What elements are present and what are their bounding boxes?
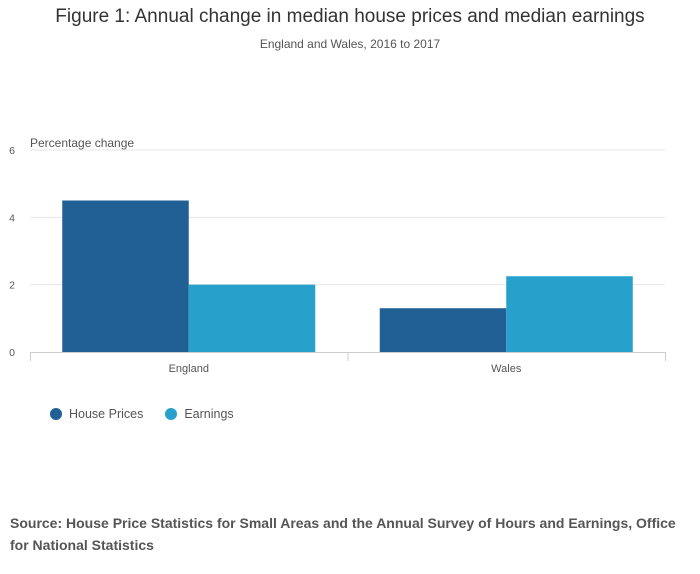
y-tick-label: 4 (9, 212, 15, 224)
y-tick-label: 2 (9, 280, 15, 292)
bar-earnings-england (188, 284, 316, 352)
y-tick-label: 0 (9, 347, 15, 359)
source-note: Source: House Price Statistics for Small… (10, 515, 676, 553)
legend-label-house-prices: House Prices (69, 407, 144, 421)
legend-marker-house-prices (50, 408, 62, 420)
bar-house-prices-wales (379, 308, 507, 352)
chart-legend: House Prices Earnings (50, 407, 256, 421)
legend-item-earnings[interactable]: Earnings (165, 407, 234, 421)
y-axis-label: Percentage change (30, 136, 134, 150)
y-tick-label: 6 (9, 145, 15, 157)
bar-house-prices-england (62, 200, 189, 352)
bar-earnings-wales (506, 276, 633, 352)
legend-item-house-prices[interactable]: House Prices (50, 407, 143, 421)
x-tick-label: England (169, 363, 209, 375)
chart-subtitle: England and Wales, 2016 to 2017 (259, 37, 441, 51)
chart-title: Figure 1: Annual change in median house … (55, 6, 645, 27)
bar-chart: 0 2 4 6 Percentage change England Wales (9, 136, 666, 375)
x-tick-label: Wales (491, 363, 522, 375)
legend-marker-earnings (165, 408, 178, 420)
legend-label-earnings: Earnings (184, 407, 234, 421)
